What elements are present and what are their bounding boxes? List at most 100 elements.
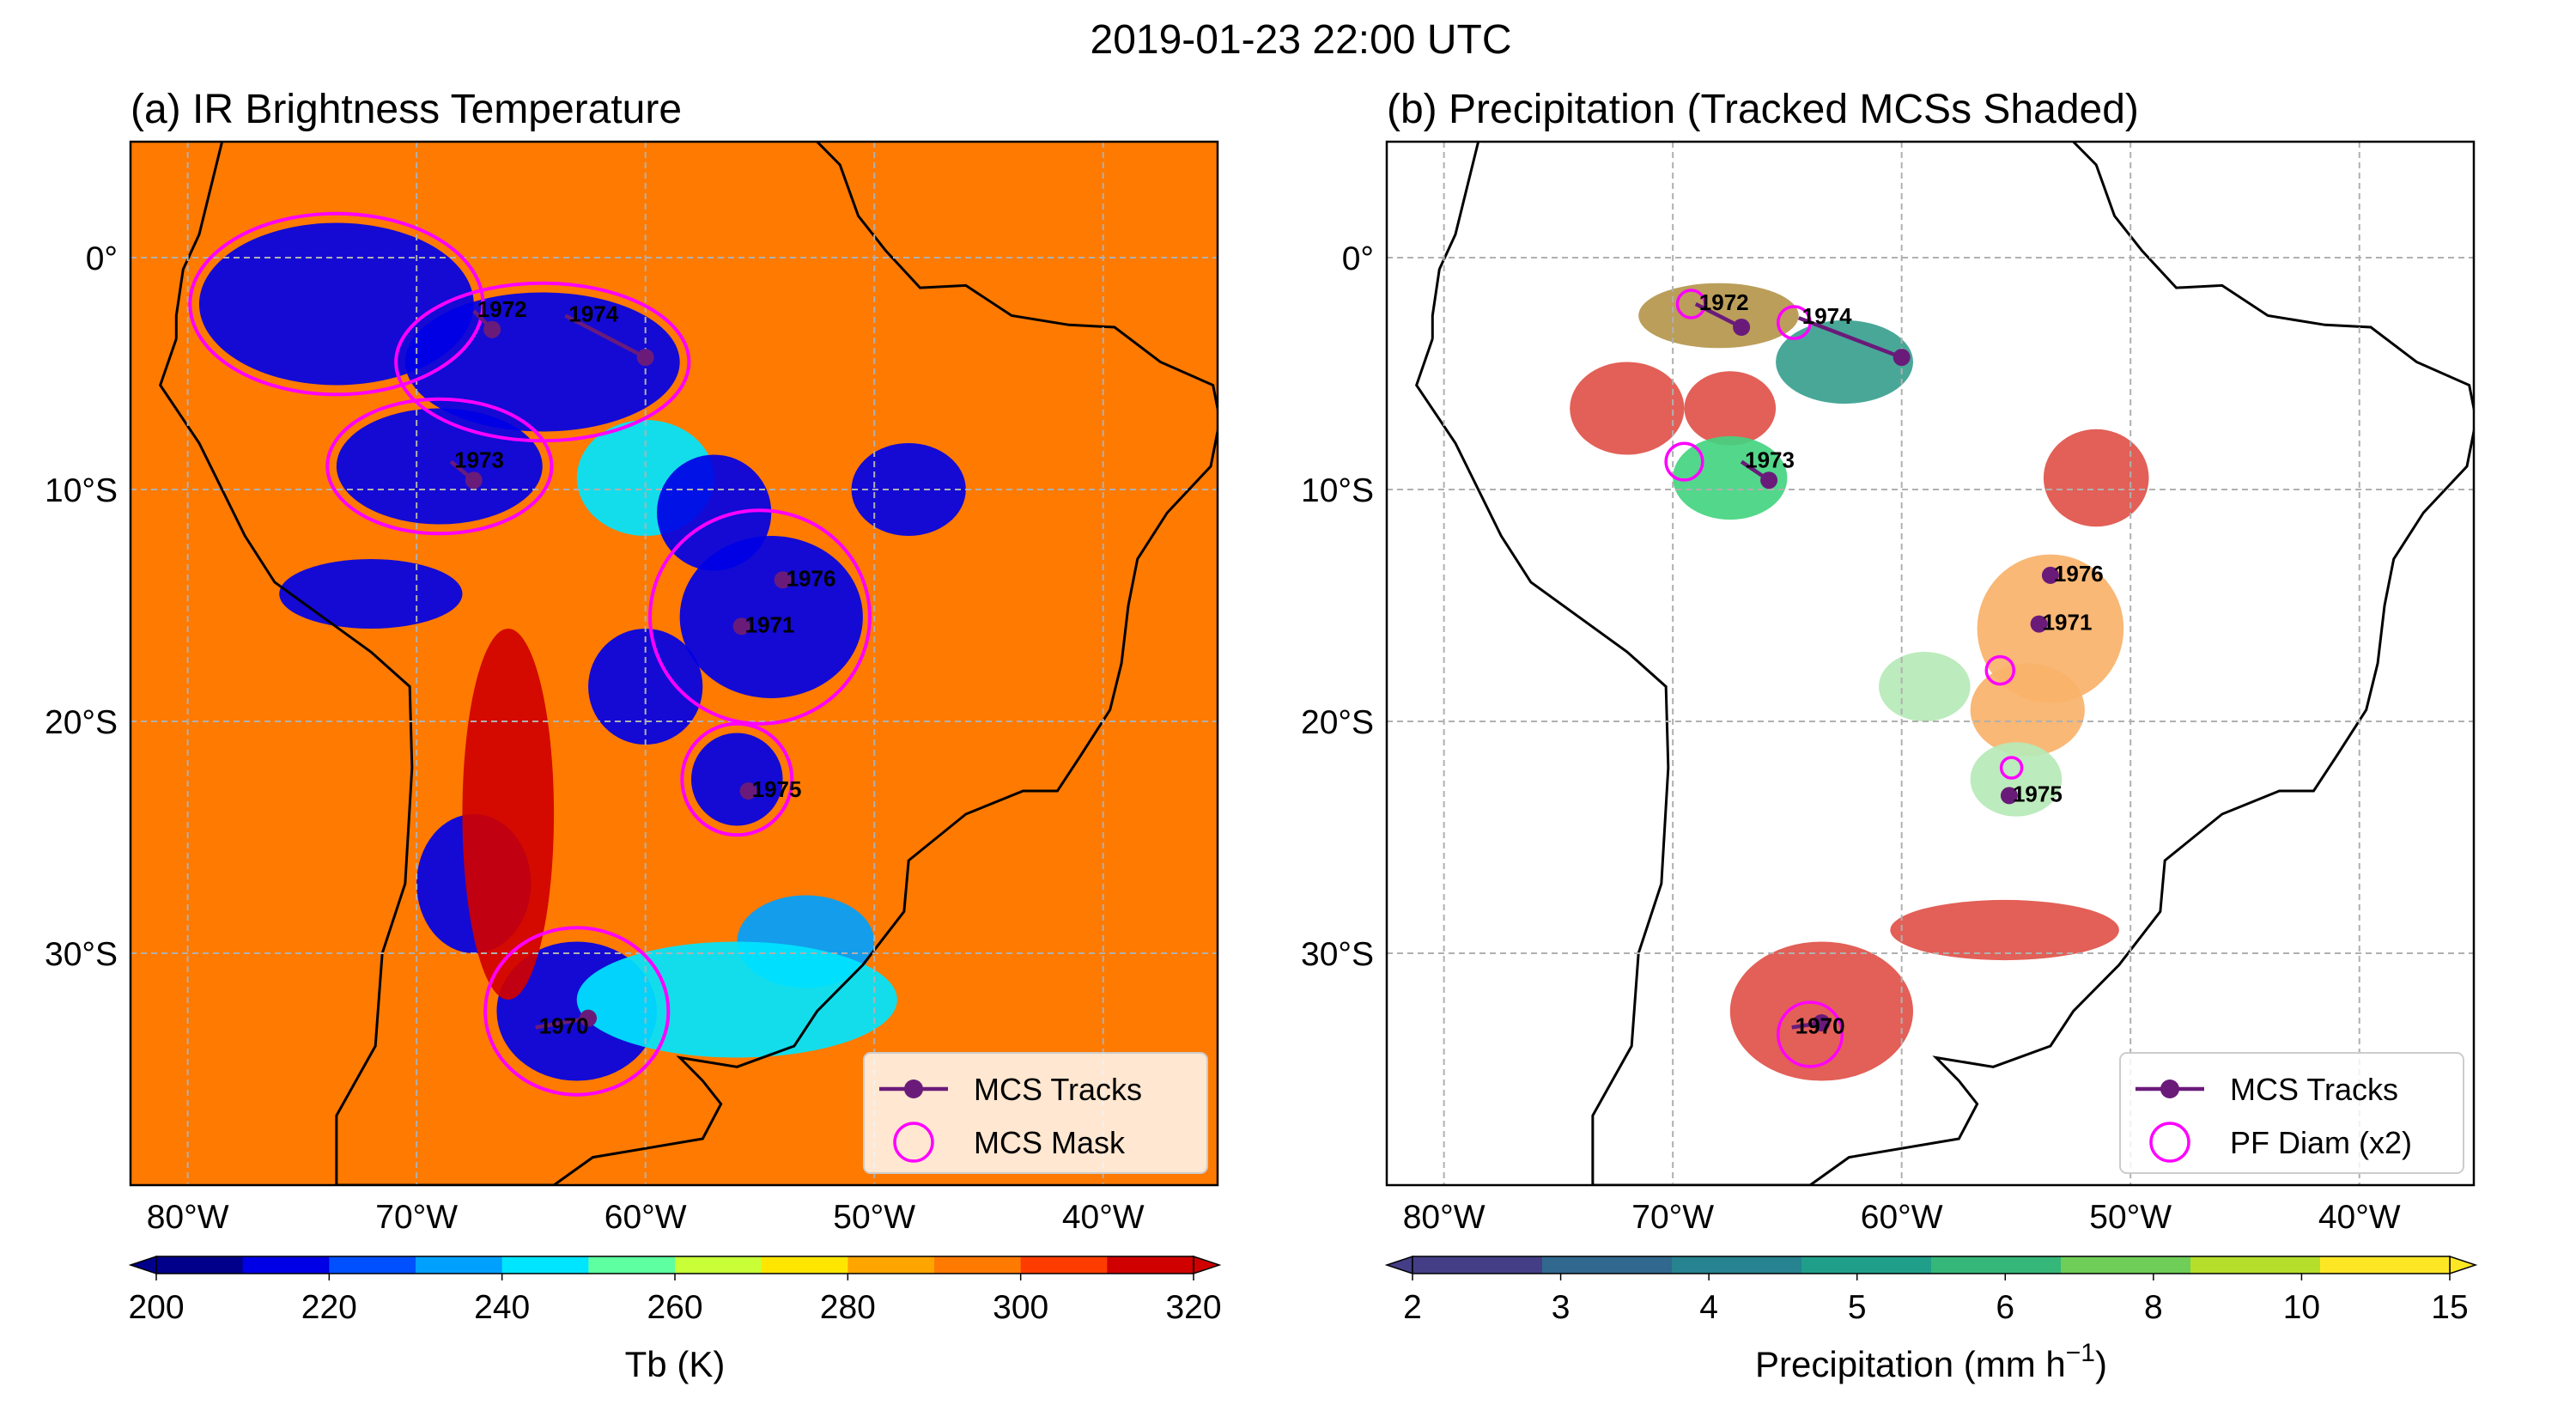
colorbar-tick-label: 8	[2144, 1289, 2163, 1326]
field-feature	[1570, 362, 1685, 455]
x-tick-label: 60°W	[1861, 1199, 1943, 1236]
legend: MCS Tracks MCS Mask	[863, 1052, 1208, 1174]
mcs-track: 1970	[535, 1009, 598, 1038]
mcs-mask-outline	[648, 508, 872, 726]
pf-diameter-circle	[1999, 756, 2024, 780]
panel-frame	[129, 140, 1219, 1187]
colorbar-extend-left	[1384, 1255, 1413, 1275]
legend-track-marker	[2160, 1079, 2179, 1098]
mcs-track-label: 1975	[2013, 781, 2063, 806]
colorbar-segment	[2190, 1256, 2321, 1274]
panel-frame	[1385, 140, 2476, 1187]
field-feature	[690, 733, 783, 826]
pf-diameter-circle	[1777, 1000, 1844, 1068]
colorbar-segment	[2320, 1256, 2451, 1274]
x-tick-label: 80°W	[1403, 1199, 1485, 1236]
y-tick-label: 30°S	[45, 936, 118, 973]
colorbar-segment	[1107, 1256, 1194, 1274]
colorbar-segment	[242, 1256, 330, 1274]
colorbar-segment	[1413, 1256, 1543, 1274]
mcs-track: 1971	[732, 611, 794, 637]
mcs-track: 1970	[1791, 1013, 1845, 1038]
field-feature	[1890, 899, 2119, 961]
colorbar-extend-left	[128, 1255, 157, 1275]
colorbar-segment	[588, 1256, 676, 1274]
field-feature	[1729, 941, 1914, 1081]
x-tick-label: 40°W	[2318, 1199, 2401, 1236]
mcs-track-point	[580, 1009, 598, 1027]
field-feature	[1684, 371, 1777, 446]
mcs-track-label: 1976	[787, 565, 836, 591]
legend-circle-marker	[893, 1122, 934, 1163]
colorbar-extend-right	[1193, 1255, 1222, 1275]
field-feature	[576, 941, 897, 1058]
colorbar-tick-label: 320	[1165, 1289, 1221, 1326]
colorbar-tick-label: 260	[647, 1289, 702, 1326]
mcs-track-point	[1893, 349, 1911, 367]
mcs-track: 1971	[2030, 610, 2093, 636]
panel-a: 1972 1974 1973 1976 1971 1975 1970 (a) IR Brigh…	[45, 87, 1219, 1236]
colorbar-segment	[675, 1256, 762, 1274]
mcs-track-point	[1813, 1014, 1831, 1031]
x-tick-label: 50°W	[2089, 1199, 2172, 1236]
panel-title: (b) Precipitation (Tracked MCSs Shaded)	[1387, 87, 2139, 132]
legend-circle-marker	[2149, 1122, 2190, 1163]
coastline-north	[1431, 142, 1480, 339]
colorbar-segment	[848, 1256, 935, 1274]
field-feature	[679, 536, 863, 698]
mcs-track-label: 1975	[752, 776, 802, 802]
field-feature	[1970, 742, 2063, 817]
mcs-track: 1973	[449, 447, 504, 490]
colorbar-tick-label: 3	[1552, 1289, 1571, 1326]
field-feature	[588, 629, 703, 745]
y-tick-label: 0°	[86, 240, 118, 277]
field-feature	[2043, 429, 2149, 527]
mcs-track: 1975	[739, 776, 802, 802]
mcs-track-point	[732, 617, 750, 636]
mcs-track-label: 1972	[1699, 289, 1749, 315]
colorbar-segment	[1542, 1256, 1673, 1274]
mcs-track-label: 1973	[1745, 447, 1795, 473]
colorbar-segment	[1672, 1256, 1802, 1274]
legend-label: PF Diam (x2)	[2230, 1125, 2412, 1160]
legend: MCS Tracks PF Diam (x2)	[2119, 1052, 2464, 1174]
colorbar-tick-label: 2	[1403, 1289, 1422, 1326]
field-feature	[1970, 663, 2085, 757]
mcs-track-point	[2030, 615, 2048, 633]
mcs-track-point	[774, 571, 792, 589]
y-tick-label: 30°S	[1301, 936, 1374, 973]
mcs-track-point	[465, 471, 483, 490]
field-feature	[279, 559, 463, 629]
pf-diameter-circle	[1664, 441, 1704, 482]
plot-area: 1972 1974 1973 1976 1971 1975 1970	[131, 142, 1218, 1185]
colorbar-segment	[1801, 1256, 1932, 1274]
colorbar-tick-label: 300	[993, 1289, 1048, 1326]
mcs-track-point	[1733, 319, 1751, 336]
mcs-track-point	[739, 782, 757, 800]
figure-suptitle: 2019-01-23 22:00 UTC	[1091, 17, 1512, 63]
mcs-track-label: 1970	[539, 1013, 589, 1038]
colorbar-frame	[1412, 1256, 2451, 1274]
colorbar-tick-label: 10	[2283, 1289, 2320, 1326]
pf-diameter-circle	[1675, 289, 1707, 319]
legend-track-marker	[904, 1079, 923, 1098]
coastline	[158, 142, 1218, 1185]
field-feature	[404, 292, 680, 432]
colorbar-tick-label: 220	[301, 1289, 357, 1326]
mcs-track-label: 1971	[2043, 610, 2093, 636]
field-feature	[657, 454, 772, 571]
colorbar-label: Precipitation (mm h−1)	[1755, 1339, 2107, 1384]
mcs-track-point	[636, 349, 654, 367]
mcs-track-label: 1976	[2054, 561, 2104, 587]
mcs-track-point	[2041, 566, 2059, 584]
colorbar-tick-label: 15	[2431, 1289, 2468, 1326]
field-feature	[336, 408, 543, 525]
legend-label: MCS Mask	[974, 1125, 1126, 1160]
legend-label: MCS Tracks	[2230, 1072, 2398, 1107]
y-tick-label: 10°S	[45, 472, 118, 509]
coastline-north	[174, 142, 224, 339]
colorbar-label-close: )	[2095, 1344, 2107, 1384]
mcs-track: 1972	[1694, 289, 1751, 336]
field-feature	[462, 629, 555, 1000]
colorbar-extend-right	[2449, 1255, 2478, 1275]
